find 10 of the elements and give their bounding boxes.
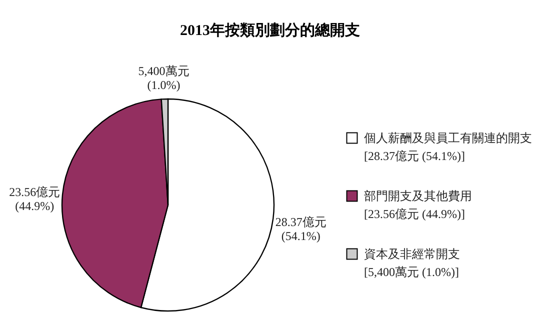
data-label: 28.37億元 (54.1%) <box>275 215 326 244</box>
legend-label: 資本及非經常開支 <box>364 247 460 261</box>
legend-label: 個人薪酬及與員工有關連的開支 <box>364 131 532 145</box>
text: [5,400萬元 (1.0%)] <box>364 265 459 279</box>
data-label: 5,400萬元 (1.0%) <box>138 64 190 92</box>
legend-label: 部門開支及其他費用 <box>364 189 472 203</box>
data-label: 23.56億元 (44.9%) <box>9 184 60 213</box>
text: [23.56億元 (44.9%)] <box>364 207 465 221</box>
chart-title: 2013年按類別劃分的總開支 <box>180 22 360 39</box>
text: [28.37億元 (54.1%)] <box>364 149 465 163</box>
